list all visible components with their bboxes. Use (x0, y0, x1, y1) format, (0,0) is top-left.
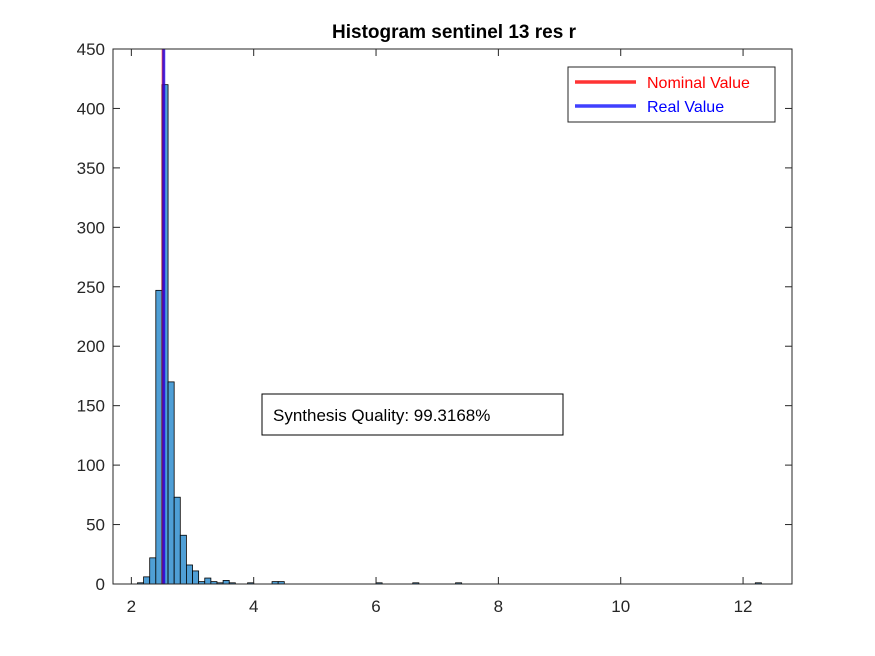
x-tick-label: 4 (249, 597, 258, 616)
x-tick-label: 10 (611, 597, 630, 616)
value-lines (161, 49, 166, 584)
histogram-bar (192, 570, 200, 585)
y-axis: 0 50 100 150 200 250 300 350 400 450 (77, 40, 792, 594)
histogram-bar (143, 576, 151, 585)
plot-area: 2 4 6 8 10 12 0 50 100 150 200 250 300 350 400 450 (77, 40, 793, 616)
x-tick-label: 6 (371, 597, 380, 616)
annotation-text: Synthesis Quality: 99.3168% (273, 406, 490, 425)
legend: Nominal Value Real Value (567, 66, 776, 123)
y-tick-label: 300 (77, 218, 105, 237)
annotation-frame (261, 393, 564, 436)
y-tick-label: 350 (77, 159, 105, 178)
histogram-bar (204, 577, 212, 585)
x-tick-label: 2 (127, 597, 136, 616)
y-tick-label: 100 (77, 456, 105, 475)
axes-box (113, 49, 792, 584)
synthesis-quality-annotation: Synthesis Quality: 99.3168% (261, 393, 564, 436)
y-tick-label: 50 (86, 516, 105, 535)
legend-label-real: Real Value (647, 99, 724, 116)
y-tick-label: 150 (77, 397, 105, 416)
chart-title: Histogram sentinel 13 res r (332, 22, 577, 43)
legend-frame (567, 66, 776, 123)
y-tick-label: 200 (77, 337, 105, 356)
x-axis: 2 4 6 8 10 12 (127, 49, 753, 616)
x-tick-label: 8 (494, 597, 503, 616)
legend-label-nominal: Nominal Value (647, 75, 750, 92)
x-tick-label: 12 (734, 597, 753, 616)
histogram-bar (179, 534, 187, 585)
histogram-bar (173, 496, 181, 585)
histogram-bar (167, 381, 175, 585)
y-tick-label: 450 (77, 40, 105, 59)
histogram-bar (186, 564, 193, 585)
axes-frame (112, 48, 793, 585)
histogram-bar (222, 580, 230, 585)
y-tick-label: 0 (96, 575, 105, 594)
y-tick-label: 250 (77, 278, 105, 297)
histogram-bar (155, 289, 163, 585)
y-tick-label: 400 (77, 99, 105, 118)
histogram-bar (149, 557, 157, 585)
